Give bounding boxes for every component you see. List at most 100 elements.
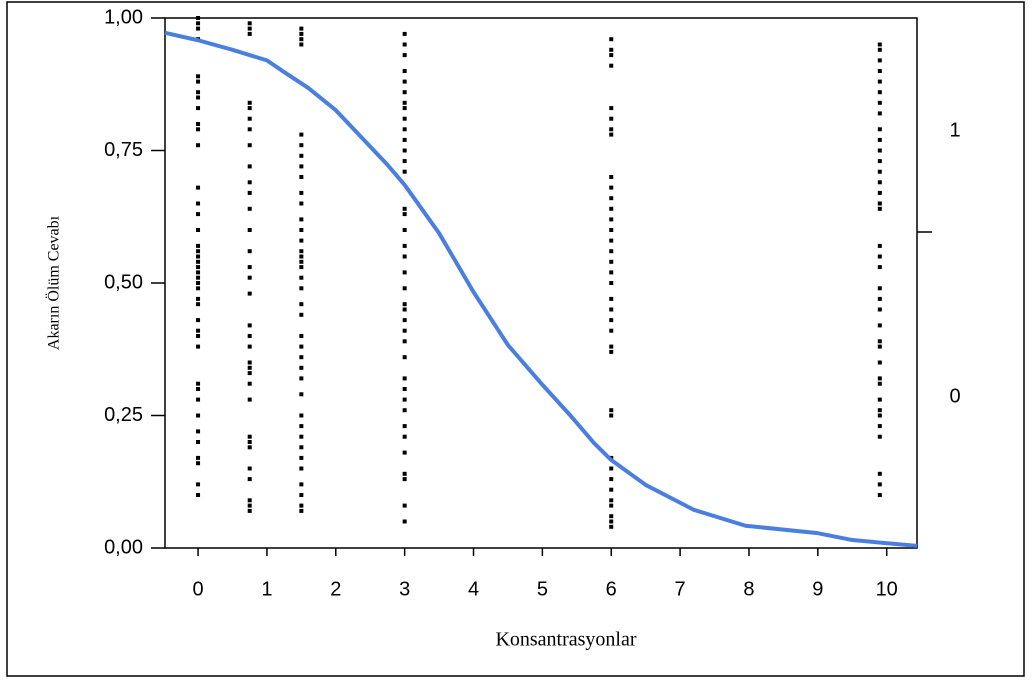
point: [609, 249, 614, 254]
x-tick-label: 9: [812, 578, 823, 600]
point: [196, 259, 201, 264]
point: [877, 339, 882, 344]
point: [247, 434, 252, 439]
point: [299, 238, 304, 243]
point: [247, 100, 252, 105]
point: [196, 318, 201, 323]
point: [402, 339, 407, 344]
point: [877, 69, 882, 73]
point: [609, 259, 614, 264]
point: [877, 424, 882, 429]
point: [402, 31, 407, 36]
point: [247, 381, 252, 386]
point: [609, 175, 614, 179]
point: [299, 482, 304, 487]
y-tick-label: 1,00: [104, 6, 143, 28]
point: [402, 477, 407, 482]
x-tick-label: 8: [743, 578, 754, 600]
x-axis-title: Konsantrasyonlar: [495, 629, 636, 651]
point: [877, 265, 882, 270]
point: [196, 493, 201, 497]
point: [877, 127, 882, 132]
point: [609, 196, 614, 201]
point: [196, 381, 201, 386]
point: [402, 286, 407, 291]
point: [299, 508, 304, 513]
point: [196, 265, 201, 270]
point: [196, 286, 201, 291]
point: [299, 493, 304, 497]
point: [247, 116, 252, 121]
point: [299, 259, 304, 264]
point: [402, 148, 407, 153]
point: [196, 243, 201, 248]
point: [299, 466, 304, 471]
point: [402, 212, 407, 217]
point: [877, 148, 882, 153]
y-axis-title: Akarın Ölüm Cevabı: [45, 215, 63, 350]
point: [877, 206, 882, 211]
point: [402, 318, 407, 323]
point: [877, 137, 882, 142]
point: [609, 514, 614, 519]
point: [196, 429, 201, 434]
point: [402, 254, 407, 259]
point: [402, 355, 407, 360]
y-tick-label: 0,25: [104, 404, 143, 426]
point: [196, 482, 201, 487]
point: [247, 26, 252, 31]
point: [196, 413, 201, 418]
point: [609, 228, 614, 232]
point: [247, 265, 252, 270]
point: [196, 228, 201, 232]
point: [609, 487, 614, 492]
point: [247, 508, 252, 513]
point: [196, 201, 201, 206]
point: [196, 21, 201, 26]
point: [196, 296, 201, 301]
point: [609, 270, 614, 275]
point: [402, 397, 407, 402]
point: [247, 503, 252, 508]
point: [299, 434, 304, 439]
point: [299, 413, 304, 418]
point: [609, 344, 614, 349]
point: [299, 249, 304, 254]
point: [299, 153, 304, 158]
point: [247, 127, 252, 132]
point: [609, 503, 614, 508]
point: [247, 31, 252, 36]
point: [247, 180, 252, 185]
point: [196, 106, 201, 111]
point: [402, 387, 407, 391]
x-tick-label: 5: [537, 578, 548, 600]
point: [877, 190, 882, 195]
point: [402, 434, 407, 439]
point: [609, 519, 614, 524]
point: [402, 79, 407, 84]
point: [196, 249, 201, 254]
right-label: 1: [949, 119, 960, 141]
point: [877, 344, 882, 349]
point: [402, 90, 407, 95]
point: [299, 365, 304, 370]
point: [877, 42, 882, 47]
point: [299, 132, 304, 137]
point: [247, 466, 252, 471]
point: [402, 408, 407, 413]
point: [609, 47, 614, 52]
outer-frame: [6, 1, 1025, 677]
point: [196, 185, 201, 190]
point: [877, 180, 882, 185]
point: [247, 275, 252, 280]
point: [609, 127, 614, 132]
curve: [164, 30, 918, 548]
point: [877, 169, 882, 174]
point: [196, 387, 201, 391]
point: [877, 381, 882, 386]
point: [299, 275, 304, 280]
point: [877, 79, 882, 84]
point: [196, 461, 201, 466]
point: [609, 296, 614, 301]
point: [299, 26, 304, 31]
